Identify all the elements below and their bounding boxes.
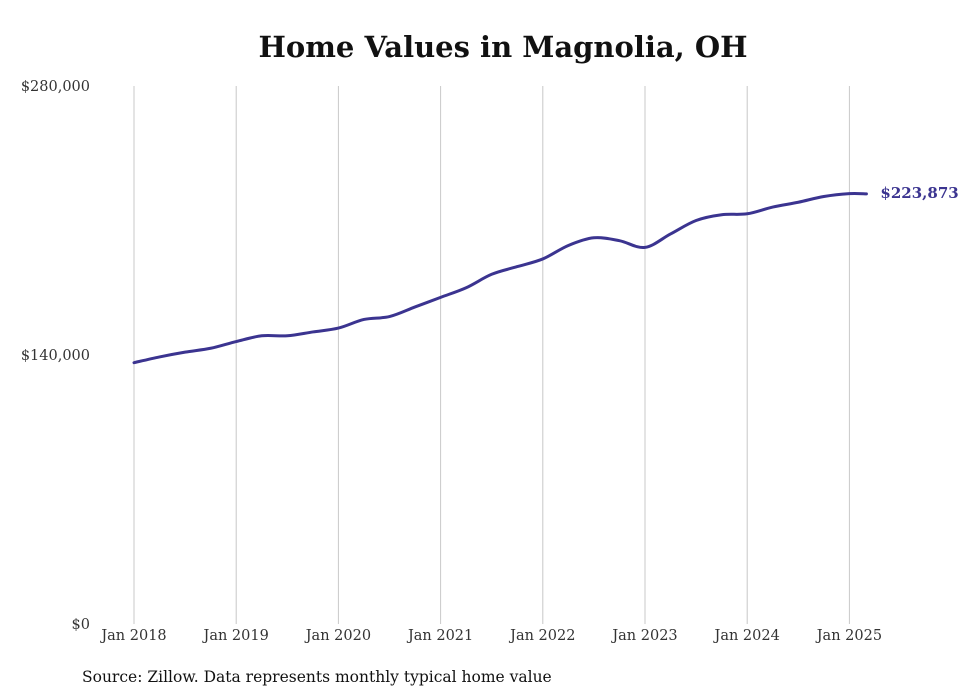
source-note: Source: Zillow. Data represents monthly … [82,668,552,686]
x-tick-label: Jan 2019 [202,628,269,644]
series-layer: $223,873 [132,184,959,365]
y-tick-label: $0 [72,617,90,633]
chart-title: Home Values in Magnolia, OH [258,30,748,64]
x-tick-label: Jan 2020 [304,628,371,644]
x-tick-label: Jan 2025 [815,628,882,644]
x-tick-label: Jan 2022 [508,628,575,644]
x-tick-label: Jan 2024 [713,628,780,644]
x-tick-label: Jan 2021 [406,628,473,644]
x-tick-label: Jan 2023 [610,628,677,644]
gridlines [133,86,850,624]
series-line [132,191,868,365]
x-tick-label: Jan 2018 [99,628,166,644]
y-tick-label: $280,000 [21,79,90,95]
y-tick-label: $140,000 [21,348,90,364]
y-axis: $0 $140,000 $280,000 [21,79,90,633]
x-axis: Jan 2018 Jan 2019 Jan 2020 Jan 2021 Jan 2022… [99,628,882,644]
end-value-label: $223,873 [880,184,958,202]
